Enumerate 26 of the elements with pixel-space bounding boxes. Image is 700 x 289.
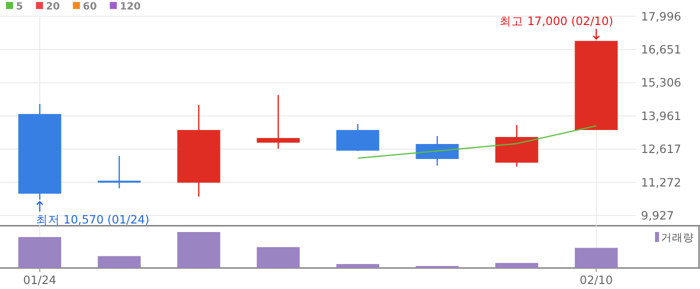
y-tick-label: 13,961 xyxy=(641,108,682,123)
x-tick-label: 01/24 xyxy=(23,273,56,287)
y-tick-label: 12,617 xyxy=(641,142,682,156)
annotation: 최고 17,000 (02/10) xyxy=(500,14,614,28)
y-tick-label: 11,272 xyxy=(641,175,682,190)
candlestick xyxy=(98,155,141,189)
y-tick-label: 15,306 xyxy=(641,76,682,90)
bar xyxy=(336,264,380,268)
legend-label: 20 xyxy=(46,2,60,12)
legend-label: 120 xyxy=(120,2,141,12)
bar xyxy=(98,256,141,268)
legend-label: 60 xyxy=(82,2,97,12)
bar xyxy=(18,237,62,268)
bar xyxy=(495,262,538,268)
legend-label: 거래량 xyxy=(661,232,694,244)
bar xyxy=(574,248,618,268)
x-tick-label: 02/10 xyxy=(580,273,613,287)
candlestick xyxy=(256,94,300,150)
legend-label: 5 xyxy=(16,2,23,12)
bar xyxy=(177,232,220,268)
bar xyxy=(256,247,300,268)
annotation: 최저 10,570 (01/24) xyxy=(36,212,150,227)
y-tick-label: 16,651 xyxy=(641,42,682,57)
y-tick-label: 9,927 xyxy=(641,208,674,223)
y-tick-label: 17,996 xyxy=(641,9,682,24)
line-series xyxy=(357,125,597,159)
